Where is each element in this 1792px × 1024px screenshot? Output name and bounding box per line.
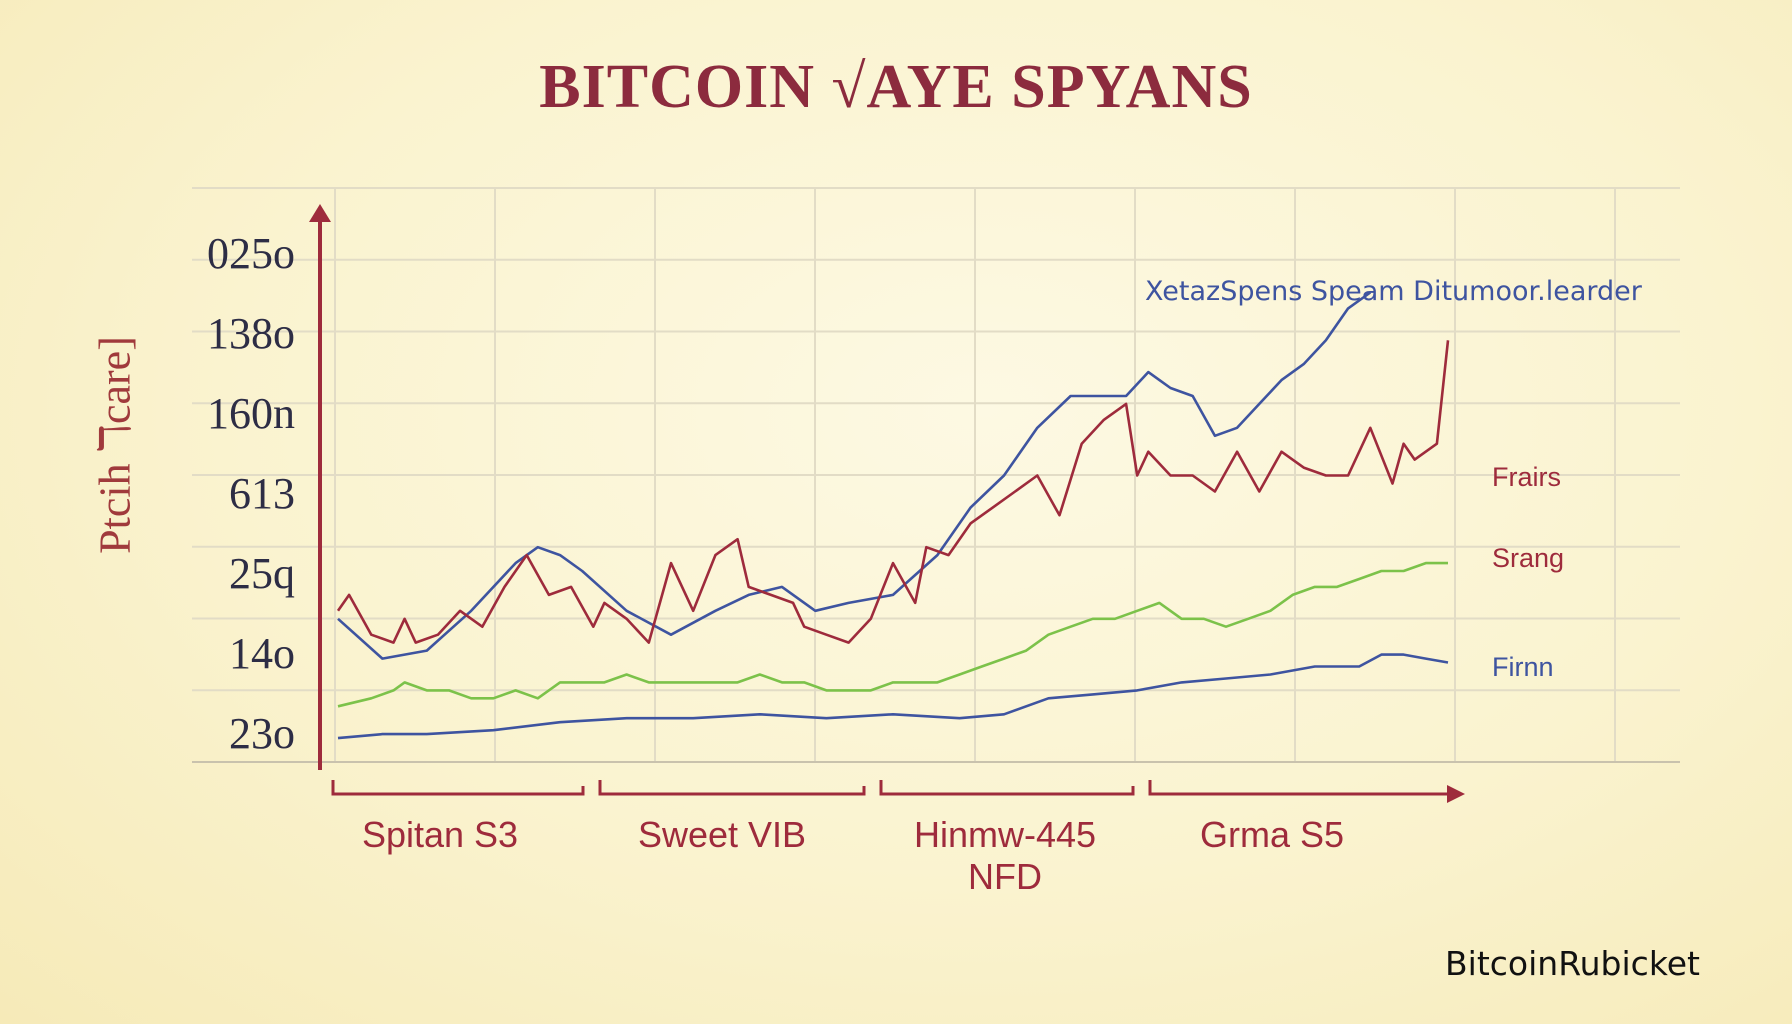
- x-group-label: Spitan S3: [362, 814, 518, 855]
- watermark: BitcoinRubicket: [1445, 944, 1700, 983]
- y-tick-label: 025o: [207, 229, 295, 278]
- y-axis-arrowhead: [309, 204, 331, 222]
- series-line-3: [337, 561, 1448, 708]
- series-label: Srang: [1492, 543, 1564, 573]
- grid-lines: [192, 187, 1680, 763]
- series-label: Firnn: [1492, 652, 1554, 682]
- y-tick-label: 138o: [207, 309, 295, 358]
- y-tick-label: 25q: [229, 549, 295, 598]
- y-tick-label: 613: [229, 469, 295, 518]
- x-group-bracket: [1148, 780, 1450, 796]
- x-group-bracket: [598, 780, 866, 796]
- series-line-1: [337, 291, 1372, 660]
- series-label: XetazSpens Speam Ditumoor.learder: [1145, 276, 1643, 307]
- series-label: Frairs: [1492, 462, 1561, 492]
- y-tick-label: 14o: [229, 629, 295, 678]
- x-group-label: Hinmw-445 NFD: [914, 814, 1096, 897]
- x-group-bracket: [879, 780, 1135, 796]
- x-axis-arrowhead: [1447, 785, 1465, 803]
- y-tick-label: 23o: [229, 709, 295, 758]
- y-tick-label: 160n: [207, 389, 295, 438]
- x-group-bracket: [331, 780, 585, 796]
- series-line-2: [336, 340, 1450, 644]
- series-line-4: [337, 653, 1449, 740]
- x-group-label: Sweet VIB: [638, 814, 806, 855]
- x-group-label: Grma S5: [1200, 814, 1344, 855]
- chart-title: BITCOIN √AYE SPYANS: [539, 53, 1253, 121]
